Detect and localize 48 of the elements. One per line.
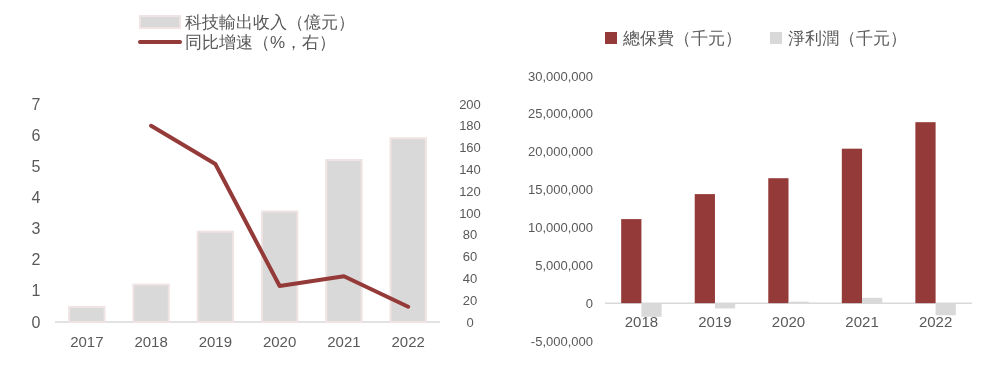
- y-tick-label: 4: [31, 189, 41, 207]
- y-tick-label: 10,000,000: [527, 219, 593, 235]
- x-tick-label: 2018: [624, 313, 659, 331]
- x-tick-label: 2017: [70, 333, 104, 350]
- y2-tick-label: 140: [459, 161, 481, 177]
- y2-tick-label: 60: [462, 249, 478, 265]
- x-tick-label: 2022: [391, 333, 425, 350]
- y-tick-label: 30,000,000: [527, 68, 593, 84]
- y-tick-label: 5,000,000: [535, 257, 593, 273]
- y2-tick-label: 180: [459, 118, 481, 134]
- y2-tick-label: 100: [459, 205, 481, 221]
- y2-tick-label: 160: [459, 140, 481, 156]
- legend-label: 總保費（千元）: [622, 28, 742, 48]
- x-tick-label: 2021: [845, 313, 879, 331]
- y-tick-label: 2: [31, 251, 41, 269]
- legend-label: 淨利潤（千元）: [788, 28, 907, 48]
- legend-label: 科技輸出收入（億元）: [185, 12, 355, 32]
- x-tick-label: 2019: [198, 333, 233, 350]
- x-tick-label: 2019: [698, 313, 732, 331]
- bar: [841, 148, 863, 304]
- y2-tick-label: 120: [459, 183, 481, 199]
- y-tick-label: 1: [31, 282, 41, 300]
- y-tick-label: 6: [31, 126, 41, 144]
- x-tick-label: 2022: [918, 313, 953, 331]
- y2-tick-label: 200: [459, 96, 481, 112]
- y-tick-label: 7: [31, 95, 41, 113]
- y2-tick-label: 80: [462, 227, 478, 243]
- legend-label: 同比增速（%，右）: [185, 32, 337, 52]
- bar: [915, 122, 936, 304]
- x-tick-label: 2018: [134, 333, 168, 350]
- y-tick-label: 5: [31, 157, 41, 175]
- x-tick-label: 2020: [262, 333, 297, 350]
- y-tick-label: -5,000,000: [530, 333, 593, 349]
- y2-tick-label: 40: [462, 270, 478, 286]
- y2-tick-label: 20: [462, 292, 478, 308]
- x-tick-label: 2021: [327, 333, 361, 350]
- bar: [621, 219, 642, 304]
- y2-tick-label: 0: [466, 314, 474, 330]
- y-tick-label: 0: [31, 313, 41, 331]
- y-tick-label: 20,000,000: [527, 144, 593, 160]
- x-tick-label: 2020: [771, 313, 806, 331]
- y-tick-label: 3: [31, 220, 41, 238]
- y-tick-label: 25,000,000: [527, 106, 593, 122]
- line-series: [149, 123, 411, 309]
- bar: [694, 194, 715, 304]
- y-tick-label: 0: [585, 295, 593, 311]
- y-tick-label: 15,000,000: [527, 182, 593, 198]
- bar: [768, 178, 789, 304]
